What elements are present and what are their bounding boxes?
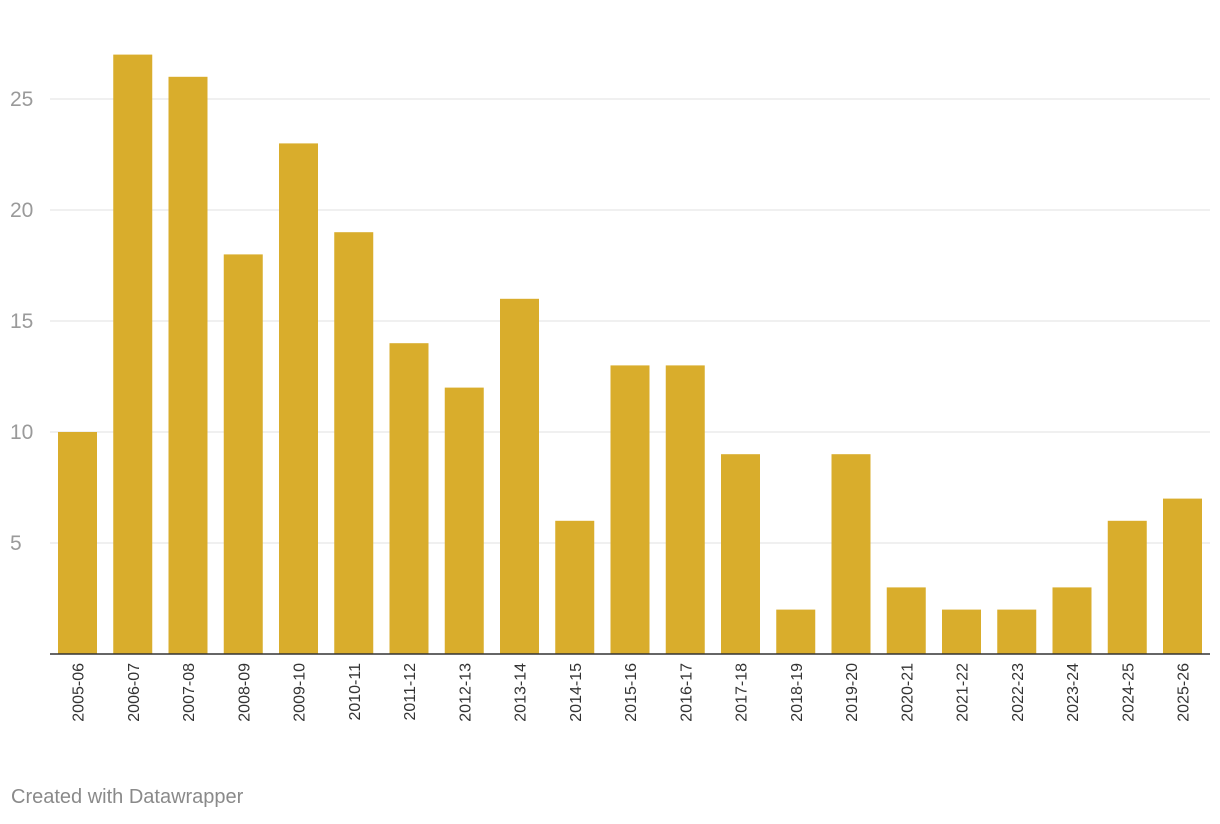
- y-tick-label: 10: [10, 421, 33, 444]
- bar-2024-25: [1107, 520, 1147, 654]
- bar-2011-12: [389, 343, 429, 654]
- bar-2010-11: [334, 232, 374, 654]
- y-tick-label: 15: [10, 310, 33, 333]
- x-tick-label: 2012-13: [457, 663, 474, 722]
- x-tick-label: 2021-22: [955, 663, 972, 722]
- bar-2018-19: [776, 609, 816, 654]
- x-tick-label: 2011-12: [402, 663, 419, 721]
- bar-2017-18: [721, 454, 760, 654]
- bar-2022-23: [997, 609, 1037, 654]
- bar-2005-06: [58, 432, 97, 654]
- bar-2006-07: [113, 54, 153, 655]
- x-tick-label: 2022-23: [1010, 663, 1027, 722]
- x-axis-ticks: 2005-06 2006-07 2007-08 2008-09 2009-10 2010-…: [71, 663, 1193, 722]
- bar-2023-24: [1052, 587, 1092, 654]
- bar-2015-16: [610, 365, 650, 654]
- credit-text: Created with Datawrapper: [11, 786, 244, 808]
- bar-2008-09: [223, 254, 263, 654]
- x-tick-label: 2014-15: [568, 663, 585, 722]
- y-tick-label: 20: [10, 199, 33, 222]
- x-tick-label: 2008-09: [236, 663, 253, 722]
- bars: [58, 54, 1202, 655]
- x-tick-label: 2010-11: [347, 663, 364, 721]
- x-tick-label: 2006-07: [126, 663, 143, 722]
- bar-2007-08: [168, 76, 208, 655]
- bar-2013-14: [500, 298, 539, 654]
- bar-2009-10: [279, 143, 318, 654]
- x-tick-label: 2018-19: [789, 663, 806, 722]
- bar-2021-22: [942, 609, 981, 654]
- x-tick-label: 2025-26: [1176, 663, 1193, 722]
- bar-2016-17: [665, 365, 705, 654]
- y-tick-label: 25: [10, 88, 33, 111]
- x-tick-label: 2024-25: [1120, 663, 1137, 722]
- x-tick-label: 2016-17: [678, 663, 695, 722]
- x-tick-label: 2019-20: [844, 663, 861, 722]
- x-tick-label: 2023-24: [1065, 663, 1082, 722]
- x-tick-label: 2017-18: [734, 663, 751, 722]
- bar-2020-21: [886, 587, 926, 654]
- x-tick-label: 2007-08: [181, 663, 198, 722]
- x-tick-label: 2015-16: [623, 663, 640, 722]
- x-tick-label: 2020-21: [899, 663, 916, 722]
- y-tick-label: 5: [10, 532, 22, 555]
- x-tick-label: 2013-14: [513, 663, 530, 722]
- bar-2025-26: [1163, 498, 1202, 654]
- x-tick-label: 2005-06: [71, 663, 88, 722]
- bar-2019-20: [831, 454, 871, 654]
- y-axis-ticks: 5 10 15 20 25: [10, 88, 33, 555]
- x-tick-label: 2009-10: [292, 663, 309, 722]
- bar-2012-13: [444, 387, 484, 654]
- bar-2014-15: [555, 520, 595, 654]
